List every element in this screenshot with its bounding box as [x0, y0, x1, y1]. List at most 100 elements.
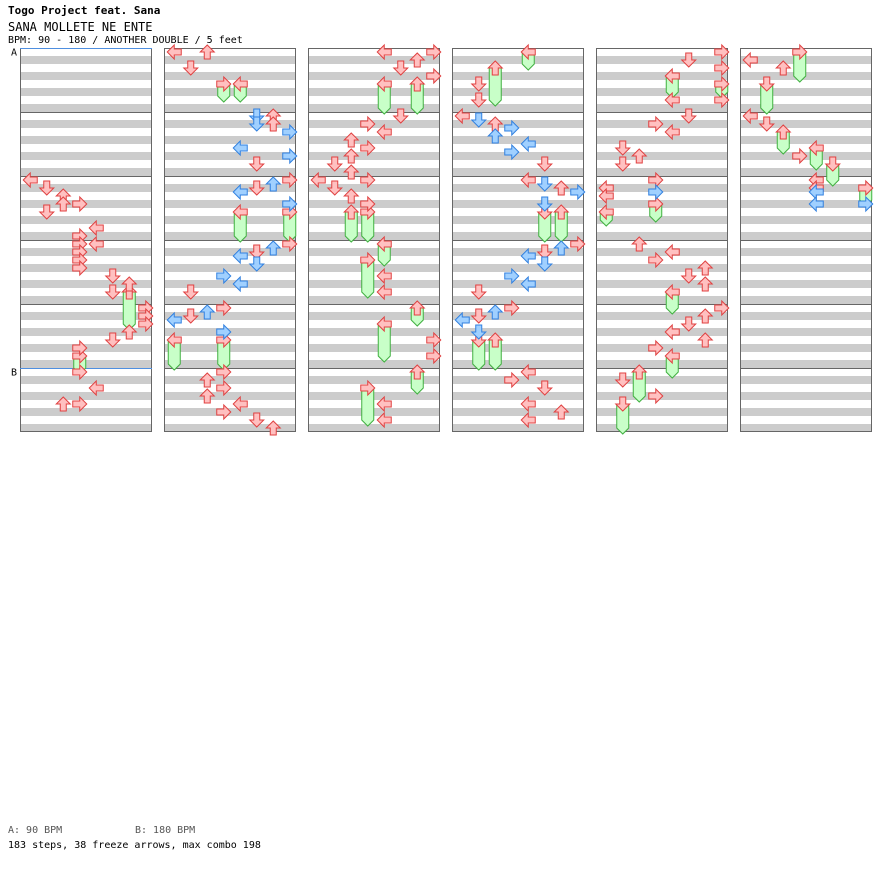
row-band: [740, 376, 872, 384]
row-band: [164, 264, 296, 272]
step-arrow: [232, 203, 248, 221]
step-arrow: [104, 332, 121, 348]
row-band: [452, 328, 584, 336]
step-arrow: [858, 179, 874, 197]
row-band: [740, 200, 872, 208]
step-arrow: [232, 275, 248, 293]
row-band: [20, 104, 152, 112]
step-arrow: [714, 59, 730, 77]
row-band: [452, 248, 584, 256]
step-arrow: [232, 139, 248, 157]
row-band: [308, 184, 440, 192]
step-arrow: [248, 244, 265, 260]
step-arrow: [166, 331, 182, 349]
step-arrow: [409, 76, 426, 92]
row-band: [308, 56, 440, 64]
step-arrow: [664, 283, 680, 301]
step-arrow: [697, 332, 714, 348]
row-band: [740, 280, 872, 288]
step-arrow: [166, 311, 182, 329]
step-arrow: [232, 183, 248, 201]
step-arrow: [216, 299, 232, 317]
row-band: [452, 184, 584, 192]
step-arrow: [182, 284, 199, 300]
row-band: [452, 296, 584, 304]
step-arrow: [697, 260, 714, 276]
step-arrow: [664, 243, 680, 261]
step-arrow: [88, 235, 104, 253]
step-arrow: [520, 411, 536, 429]
row-band: [596, 360, 728, 368]
row-band: [308, 296, 440, 304]
step-arrow: [680, 108, 697, 124]
row-band: [452, 344, 584, 352]
row-band: [740, 136, 872, 144]
row-band: [308, 312, 440, 320]
row-band: [164, 248, 296, 256]
row-band: [740, 104, 872, 112]
song-title: SANA MOLLETE NE ENTE: [8, 20, 153, 34]
row-band: [164, 168, 296, 176]
step-arrow: [199, 44, 216, 60]
step-arrow: [360, 171, 376, 189]
step-arrow: [553, 240, 570, 256]
step-arrow: [199, 372, 216, 388]
step-arrow: [182, 308, 199, 324]
step-arrow: [392, 108, 409, 124]
row-band: [596, 56, 728, 64]
row-band: [164, 104, 296, 112]
row-band: [164, 280, 296, 288]
step-arrow: [88, 219, 104, 237]
step-arrow: [570, 235, 586, 253]
step-arrow: [216, 379, 232, 397]
row-band: [596, 216, 728, 224]
step-arrow: [409, 364, 426, 380]
step-arrow: [199, 388, 216, 404]
step-arrow: [376, 235, 392, 253]
step-arrow: [343, 204, 360, 220]
row-band: [308, 376, 440, 384]
row-band: [164, 120, 296, 128]
row-band: [740, 328, 872, 336]
step-arrow: [680, 52, 697, 68]
row-band: [20, 120, 152, 128]
step-arrow: [536, 176, 553, 192]
step-arrow: [808, 139, 824, 157]
row-band: [740, 168, 872, 176]
step-arrow: [792, 43, 808, 61]
row-band: [308, 248, 440, 256]
step-arrow: [72, 395, 88, 413]
row-band: [452, 120, 584, 128]
row-band: [20, 56, 152, 64]
step-arrow: [360, 251, 376, 269]
step-arrow: [631, 148, 648, 164]
row-band: [596, 264, 728, 272]
row-band: [596, 296, 728, 304]
row-band: [452, 168, 584, 176]
step-arrow: [631, 236, 648, 252]
step-arrow: [775, 60, 792, 76]
row-band: [308, 152, 440, 160]
row-band: [164, 424, 296, 432]
step-arrow: [504, 267, 520, 285]
step-arrow: [343, 148, 360, 164]
step-arrow: [553, 180, 570, 196]
row-band: [452, 232, 584, 240]
step-arrow: [648, 251, 664, 269]
step-arrow: [22, 171, 38, 189]
step-arrow: [343, 188, 360, 204]
step-arrow: [265, 240, 282, 256]
step-arrow: [504, 299, 520, 317]
step-arrow: [121, 324, 138, 340]
step-arrow: [232, 395, 248, 413]
step-arrow: [742, 107, 758, 125]
chart-stats: 183 steps, 38 freeze arrows, max combo 1…: [8, 840, 261, 851]
step-arrow: [326, 180, 343, 196]
row-band: [452, 216, 584, 224]
step-arrow: [376, 267, 392, 285]
step-arrow: [38, 204, 55, 220]
row-band: [308, 88, 440, 96]
bpm-marker-label: B: [11, 368, 17, 379]
chart-column-border: [452, 48, 584, 432]
row-band: [452, 104, 584, 112]
